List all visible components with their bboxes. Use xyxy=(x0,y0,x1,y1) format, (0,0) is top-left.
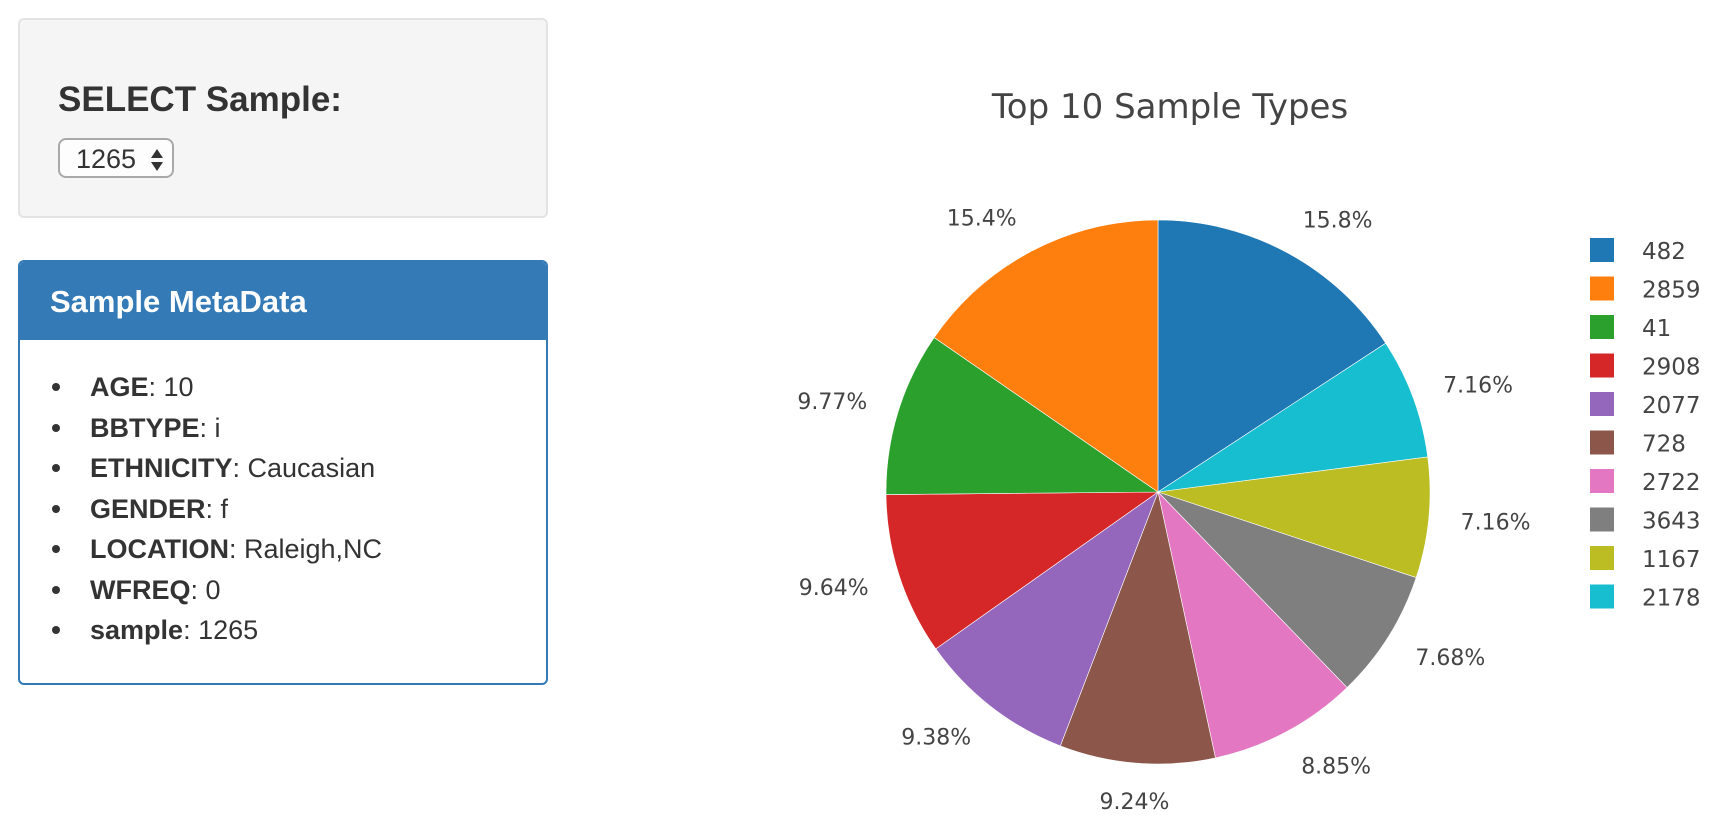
metadata-key: LOCATION xyxy=(90,534,229,564)
metadata-separator: : xyxy=(199,412,215,443)
legend-label: 2722 xyxy=(1642,470,1701,496)
bullet-icon xyxy=(52,423,60,432)
metadata-separator: : xyxy=(190,574,206,605)
select-updown-arrows-icon xyxy=(151,149,163,171)
pie-percent-label: 7.68% xyxy=(1415,646,1485,671)
pie-percent-label: 7.16% xyxy=(1461,511,1531,536)
metadata-item-ethnicity: ETHNICITY: Caucasian xyxy=(50,453,382,494)
pie-slice-2859[interactable] xyxy=(933,219,1159,493)
pie-slice-2722[interactable] xyxy=(1157,491,1348,759)
legend-item-2722[interactable]: 2722 xyxy=(1590,469,1701,496)
legend-item-2859[interactable]: 2859 xyxy=(1590,276,1701,304)
metadata-value: i xyxy=(214,412,221,443)
pie-slice-1167[interactable] xyxy=(1157,456,1431,578)
legend-label: 2908 xyxy=(1642,355,1701,381)
sample-metadata-panel: Sample MetaData AGE: 10 BBTYPE: i ETHNICIT… xyxy=(18,260,548,685)
legend-item-2178[interactable]: 2178 xyxy=(1590,584,1701,612)
legend-item-2908[interactable]: 2908 xyxy=(1590,353,1701,381)
legend-label: 1167 xyxy=(1642,547,1701,573)
metadata-item-age: AGE: 10 xyxy=(50,372,382,413)
metadata-item-sample: sample: 1265 xyxy=(50,615,382,656)
metadata-item-location: LOCATION: Raleigh,NC xyxy=(50,534,382,575)
pie-slice-2908[interactable] xyxy=(885,491,1159,650)
bullet-icon xyxy=(52,504,60,513)
sample-selector-well: SELECT Sample: 1265 xyxy=(18,18,548,218)
legend-swatch xyxy=(1590,469,1614,493)
pie-percent-label: 15.4% xyxy=(947,207,1017,232)
legend-swatch xyxy=(1590,430,1614,455)
bullet-icon xyxy=(52,464,60,472)
metadata-value: 1265 xyxy=(198,615,259,645)
pie-slice-728[interactable] xyxy=(1059,490,1216,765)
metadata-item-gender: GENDER: f xyxy=(50,494,382,535)
metadata-list: AGE: 10 BBTYPE: i ETHNICITY: Caucasian GEND… xyxy=(50,372,382,656)
select-sample-label: SELECT Sample: xyxy=(58,80,342,119)
pie-percent-label: 7.16% xyxy=(1443,374,1513,399)
legend-swatch xyxy=(1590,392,1614,416)
metadata-separator: : xyxy=(205,493,221,524)
metadata-panel-title: Sample MetaData xyxy=(20,262,546,340)
pie-percent-label: 8.85% xyxy=(1301,754,1371,779)
metadata-separator: : xyxy=(183,615,199,645)
chart-legend: 482 2859 41 2908 2077 728 2722 3643 1167 2178 xyxy=(1590,238,1701,612)
legend-item-2077[interactable]: 2077 xyxy=(1590,392,1701,419)
pie-slice-41[interactable] xyxy=(885,337,1159,495)
legend-label: 41 xyxy=(1642,316,1671,342)
legend-label: 2178 xyxy=(1642,586,1701,612)
legend-label: 728 xyxy=(1642,432,1686,458)
legend-item-482[interactable]: 482 xyxy=(1590,238,1686,265)
pie-percent-label: 9.38% xyxy=(901,726,971,751)
metadata-key: AGE xyxy=(90,372,149,402)
legend-item-728[interactable]: 728 xyxy=(1590,430,1686,458)
legend-label: 2859 xyxy=(1642,278,1701,304)
legend-swatch xyxy=(1590,353,1614,378)
bullet-icon xyxy=(52,626,60,634)
pie-slice-2178[interactable] xyxy=(1157,342,1429,493)
metadata-item-bbtype: BBTYPE: i xyxy=(50,413,382,454)
pie-slice-3643[interactable] xyxy=(1157,491,1417,688)
metadata-key: WFREQ xyxy=(90,574,191,605)
pie-percent-label: 9.64% xyxy=(799,576,869,601)
sample-select-value: 1265 xyxy=(76,144,137,174)
legend-swatch xyxy=(1590,584,1614,609)
legend-item-1167[interactable]: 1167 xyxy=(1590,546,1701,573)
bullet-icon xyxy=(52,585,60,594)
bullet-icon xyxy=(52,383,60,391)
pie-percent-label: 15.8% xyxy=(1303,208,1373,233)
legend-swatch xyxy=(1590,276,1614,301)
pie-slice-482[interactable] xyxy=(1157,219,1387,493)
metadata-value: 10 xyxy=(163,372,194,402)
bullet-icon xyxy=(52,545,60,553)
pie-percent-label: 9.24% xyxy=(1100,790,1170,815)
metadata-key: sample xyxy=(90,615,184,645)
metadata-key: ETHNICITY xyxy=(90,453,233,483)
legend-swatch xyxy=(1590,507,1614,532)
chart-title: Top 10 Sample Types xyxy=(991,87,1348,127)
metadata-value: Caucasian xyxy=(247,453,376,483)
legend-label: 2077 xyxy=(1642,393,1701,419)
metadata-value: Raleigh,NC xyxy=(244,534,383,564)
metadata-value: 0 xyxy=(205,574,221,605)
pie-slices xyxy=(885,219,1431,765)
pie-slice-2077[interactable] xyxy=(935,491,1159,747)
metadata-key: GENDER xyxy=(90,493,206,524)
metadata-item-wfreq: WFREQ: 0 xyxy=(50,575,382,616)
legend-item-3643[interactable]: 3643 xyxy=(1590,507,1701,535)
pie-percent-label: 9.77% xyxy=(797,390,867,415)
metadata-value: f xyxy=(220,493,229,524)
legend-item-41[interactable]: 41 xyxy=(1590,315,1671,342)
legend-swatch xyxy=(1590,546,1614,570)
metadata-separator: : xyxy=(228,534,244,564)
legend-label: 482 xyxy=(1642,239,1686,265)
legend-swatch xyxy=(1590,238,1614,262)
legend-label: 3643 xyxy=(1642,509,1701,535)
metadata-separator: : xyxy=(232,453,248,483)
metadata-separator: : xyxy=(148,372,164,402)
legend-swatch xyxy=(1590,315,1614,339)
metadata-key: BBTYPE xyxy=(90,412,200,443)
sample-select-dropdown[interactable]: 1265 xyxy=(58,138,174,178)
pie-percent-labels: 15.8% 7.16% 7.16% 7.68% 8.85% 9.24% 9.38% 9.64%… xyxy=(797,207,1530,816)
